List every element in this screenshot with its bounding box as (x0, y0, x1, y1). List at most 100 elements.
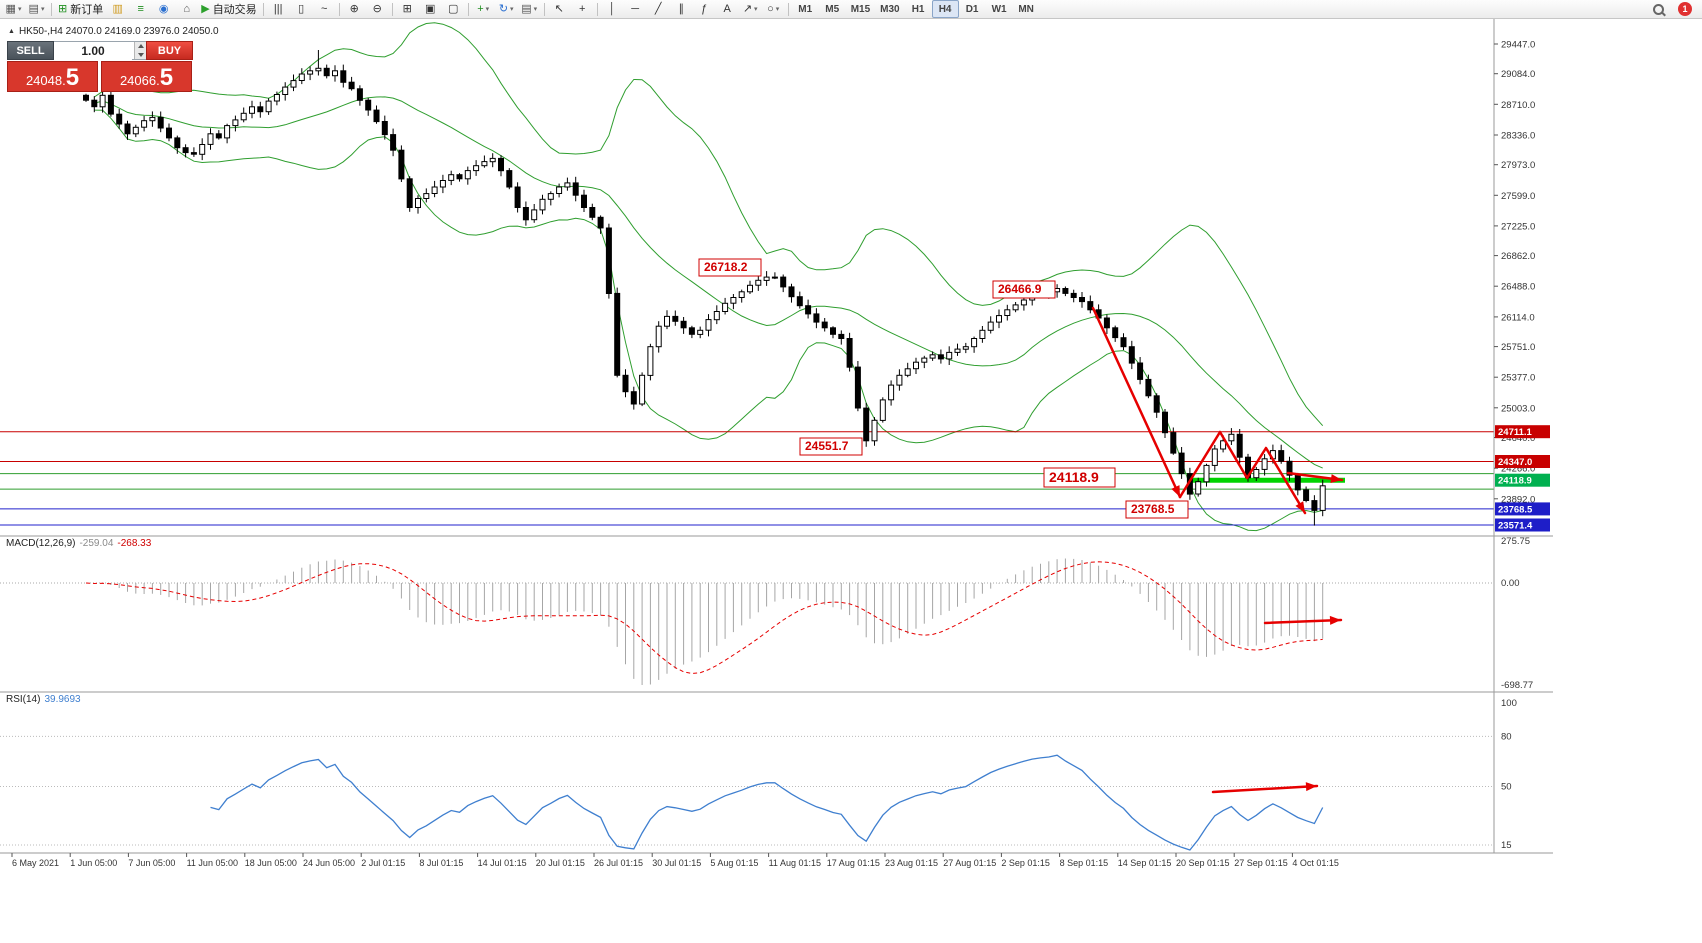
channel-icon: ∥ (678, 2, 684, 15)
data-window-button[interactable]: ◉ (152, 0, 175, 18)
svg-text:11 Aug 01:15: 11 Aug 01:15 (769, 858, 821, 868)
timeframe-w1-button[interactable]: W1 (991, 3, 1007, 15)
price-tag-24711.1: 24711.1 (1495, 425, 1550, 439)
chart-window-button[interactable]: ▦ ▾ (2, 0, 25, 18)
chart-line-button[interactable]: ~ (313, 0, 336, 18)
buy-price-display[interactable]: 24066. 5 (101, 61, 192, 92)
chart-candles-button[interactable]: ▯ (290, 0, 313, 18)
svg-text:24 Jun 05:00: 24 Jun 05:00 (303, 858, 355, 868)
collapse-trade-panel-icon[interactable]: ▲ (8, 28, 15, 35)
annotation-26718.2[interactable]: 26718.2 (698, 258, 762, 277)
chart-bars-button[interactable]: ||| (267, 0, 290, 18)
svg-text:27 Sep 01:15: 27 Sep 01:15 (1234, 858, 1288, 868)
horizontal-lines[interactable] (0, 431, 1494, 526)
periods-icon: ↻ (498, 2, 509, 15)
sell-price-display[interactable]: 24048. 5 (7, 61, 98, 92)
sep3 (338, 2, 340, 16)
text-tool-button[interactable]: A (716, 0, 739, 18)
notification-badge[interactable]: 1 (1678, 2, 1692, 16)
sell-button[interactable]: SELL (7, 41, 54, 60)
annotation-23768.5[interactable]: 23768.5 (1125, 500, 1189, 519)
trend-drawings[interactable] (1091, 306, 1344, 794)
timeframe-m30-button[interactable]: M30 (880, 3, 900, 15)
zoom-in-button[interactable]: ⊕ (343, 0, 366, 18)
buy-button[interactable]: BUY (146, 41, 193, 60)
templates-button[interactable]: ▤ ▾ (518, 0, 541, 18)
navigator-button[interactable]: ⌂ (175, 0, 198, 18)
rsi-trend-arrow[interactable] (1211, 782, 1319, 794)
chart-candles-icon: ▯ (298, 2, 305, 15)
vertical-line-button[interactable]: │ (601, 0, 624, 18)
svg-text:8 Sep 01:15: 8 Sep 01:15 (1060, 858, 1109, 868)
svg-text:29447.0: 29447.0 (1501, 40, 1535, 51)
timeframe-h1-button[interactable]: H1 (911, 3, 925, 15)
chart-bars-icon: ||| (273, 2, 283, 15)
annotation-26466.9[interactable]: 26466.9 (992, 280, 1056, 299)
svg-text:24266.0: 24266.0 (1501, 464, 1535, 475)
autotrading-button[interactable]: ▶ 自动交易 (198, 0, 259, 18)
indicators-icon: + (477, 2, 484, 15)
channel-button[interactable]: ∥ (670, 0, 693, 18)
profiles-button[interactable]: ▤ ▾ (25, 0, 48, 18)
tile-windows-button[interactable]: ⊞ (396, 0, 419, 18)
new-order-button[interactable]: ⊞ 新订单 (55, 0, 106, 18)
cursor-button[interactable]: ↖ (548, 0, 571, 18)
svg-text:24551.7: 24551.7 (805, 439, 849, 453)
sep5 (467, 2, 469, 16)
macd-signal-value: -268.33 (117, 538, 152, 549)
rsi-value: 39.9693 (44, 694, 81, 705)
bounce-right-arrow[interactable] (1286, 471, 1344, 484)
arrows-tool-button[interactable]: ↗ ▾ (739, 0, 762, 18)
price-annotations[interactable]: 26718.2 26466.9 24551.7 24118.9 23768.5 (698, 258, 1189, 519)
shapes-tool-icon: ○ (767, 2, 774, 15)
svg-text:100: 100 (1501, 698, 1517, 709)
annotation-24551.7[interactable]: 24551.7 (799, 437, 863, 456)
price-axis[interactable]: 29447.0 29084.0 28710.0 28336.0 27973.0 27599… (1494, 40, 1535, 506)
svg-text:29084.0: 29084.0 (1501, 69, 1535, 80)
svg-text:23768.5: 23768.5 (1498, 504, 1533, 515)
arrange-windows-button[interactable]: ▢ (442, 0, 465, 18)
market-watch-icon: ≡ (137, 2, 144, 15)
chart-canvas[interactable]: 29447.0 29084.0 28710.0 28336.0 27973.0 27599… (0, 19, 1560, 870)
impulse-down-arrow[interactable] (1091, 306, 1182, 499)
history-center-button[interactable]: ▥ (106, 0, 129, 18)
navigator-icon: ⌂ (183, 2, 191, 15)
chart-window[interactable]: 29447.0 29084.0 28710.0 28336.0 27973.0 27599… (0, 19, 1702, 943)
horizontal-line-button[interactable]: ─ (624, 0, 647, 18)
timeframe-h4-button[interactable]: H4 (931, 0, 959, 18)
svg-text:275.75: 275.75 (1501, 536, 1530, 547)
horizontal-line-icon: ─ (631, 2, 640, 15)
timeframe-m5-button[interactable]: M5 (825, 3, 840, 15)
svg-text:4 Oct 01:15: 4 Oct 01:15 (1292, 858, 1339, 868)
toolbar: ▦ ▾ ▤ ▾ ⊞ 新订单 ▥ ≡ ◉ ⌂ ▶ 自动交易 ||| ▯ ~ ⊕ ⊖ ⊞ ▣ ▢ + ▾ ↻ ▾ ▤ ▾ ↖ + │ ─ ╱ ∥ ƒ… (0, 0, 1702, 19)
periods-button[interactable]: ↻ ▾ (495, 0, 518, 18)
svg-text:25751.0: 25751.0 (1501, 342, 1535, 353)
market-watch-button[interactable]: ≡ (129, 0, 152, 18)
timeframe-mn-button[interactable]: MN (1018, 3, 1034, 15)
stepper-down-icon (137, 52, 144, 57)
svg-text:27973.0: 27973.0 (1501, 160, 1535, 171)
trend-line-button[interactable]: ╱ (647, 0, 670, 18)
search-button[interactable] (1647, 0, 1670, 18)
zigzag-arrow[interactable] (1178, 430, 1307, 515)
zoom-out-button[interactable]: ⊖ (366, 0, 389, 18)
svg-text:20 Sep 01:15: 20 Sep 01:15 (1176, 858, 1230, 868)
crosshair-button[interactable]: + (571, 0, 594, 18)
volume-stepper-up[interactable] (134, 42, 146, 51)
timeframe-m1-button[interactable]: M1 (798, 3, 813, 15)
volume-input[interactable] (54, 42, 132, 60)
cascade-windows-button[interactable]: ▣ (419, 0, 442, 18)
fibonacci-icon: ƒ (701, 2, 708, 15)
macd-trend-arrow[interactable] (1263, 615, 1343, 625)
annotation-24118.9[interactable]: 24118.9 (1043, 467, 1116, 488)
price-tag-group: 24711.1 24347.0 24118.9 23768.5 23571.4 (1495, 425, 1550, 532)
time-axis[interactable]: 6 May 2021 1 Jun 05:00 7 Jun 05:00 11 Jun 0… (11, 853, 1339, 868)
fibonacci-button[interactable]: ƒ (693, 0, 716, 18)
indicators-button[interactable]: + ▾ (472, 0, 495, 18)
shapes-tool-button[interactable]: ○ ▾ (762, 0, 785, 18)
volume-stepper-down[interactable] (134, 50, 146, 59)
price-tag-23571.4: 23571.4 (1495, 518, 1550, 532)
profiles-icon: ▤ (28, 2, 39, 15)
timeframe-d1-button[interactable]: D1 (965, 3, 979, 15)
timeframe-m15-button[interactable]: M15 (850, 3, 871, 15)
